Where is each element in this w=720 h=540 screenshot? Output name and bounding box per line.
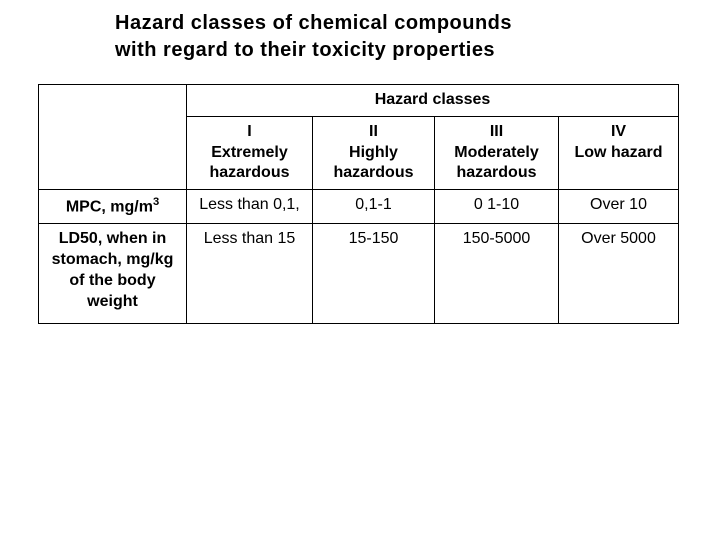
cell: Over 10 — [559, 190, 679, 224]
cell: Less than 15 — [187, 224, 313, 324]
class-label: Moderately hazardous — [454, 144, 538, 182]
cell: Over 5000 — [559, 224, 679, 324]
class-label: Extremely hazardous — [209, 144, 289, 182]
cell: 15-150 — [313, 224, 435, 324]
table-row: MPC, mg/m3 Less than 0,1, 0,1-1 0 1-10 O… — [39, 190, 679, 224]
cell: 0 1-10 — [435, 190, 559, 224]
class-roman: II — [369, 123, 378, 140]
row-label-sup: 3 — [153, 196, 159, 208]
table-row: Hazard classes — [39, 85, 679, 117]
class-roman: IV — [611, 123, 626, 140]
title-line-2: with regard to their toxicity properties — [115, 39, 495, 61]
class-header-2: II Highly hazardous — [313, 116, 435, 189]
cell: Less than 0,1, — [187, 190, 313, 224]
row-label-mpc: MPC, mg/m3 — [39, 190, 187, 224]
class-header-3: III Moderately hazardous — [435, 116, 559, 189]
table-row: LD50, when in stomach, mg/kg of the body… — [39, 224, 679, 324]
class-label: Highly hazardous — [333, 144, 413, 182]
row-label-ld50: LD50, when in stomach, mg/kg of the body… — [39, 224, 187, 324]
page-title: Hazard classes of chemical compounds wit… — [115, 10, 720, 64]
title-line-1: Hazard classes of chemical compounds — [115, 12, 512, 34]
hazard-classes-header: Hazard classes — [187, 85, 679, 117]
row-label-text: MPC, mg/m — [66, 199, 153, 216]
cell: 150-5000 — [435, 224, 559, 324]
class-roman: I — [247, 123, 251, 140]
class-label: Low hazard — [575, 144, 663, 161]
blank-header — [39, 85, 187, 190]
class-roman: III — [490, 123, 503, 140]
row-label-text: LD50, when in stomach, mg/kg — [52, 230, 174, 268]
class-header-4: IV Low hazard — [559, 116, 679, 189]
row-label-text-2: of the body weight — [69, 272, 155, 310]
hazard-table: Hazard classes I Extremely hazardous II … — [38, 84, 679, 324]
cell: 0,1-1 — [313, 190, 435, 224]
class-header-1: I Extremely hazardous — [187, 116, 313, 189]
